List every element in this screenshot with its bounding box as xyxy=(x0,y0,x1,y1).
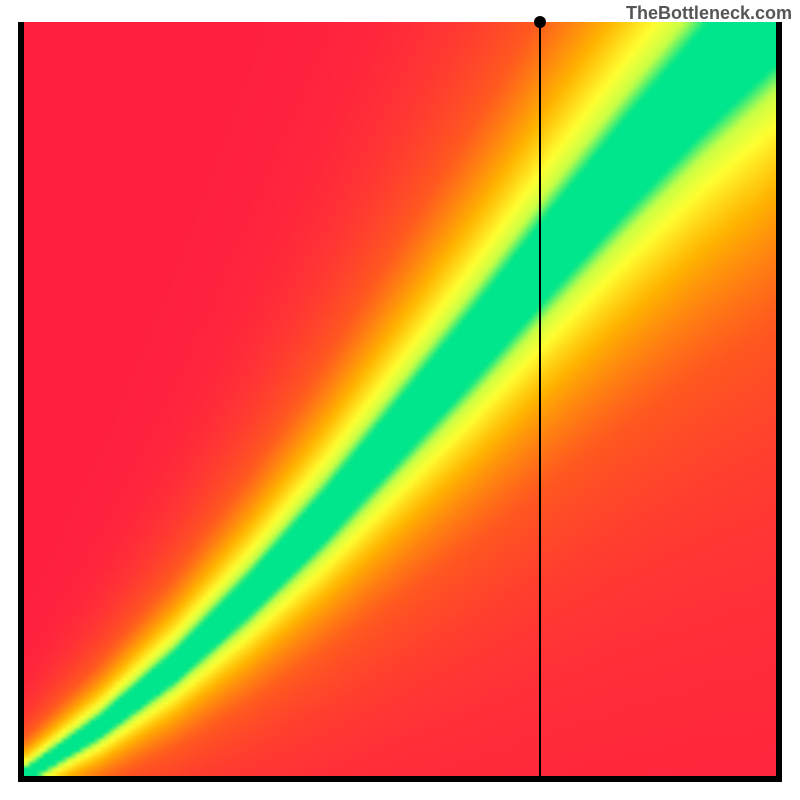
bottleneck-heatmap xyxy=(18,22,782,782)
heatmap-canvas xyxy=(24,22,776,776)
marker-dot xyxy=(534,16,546,28)
chart-frame-left xyxy=(18,22,24,782)
chart-frame-bottom xyxy=(18,776,782,782)
marker-vertical-line xyxy=(539,22,541,776)
chart-frame-right xyxy=(776,22,782,782)
watermark-text: TheBottleneck.com xyxy=(626,3,792,24)
